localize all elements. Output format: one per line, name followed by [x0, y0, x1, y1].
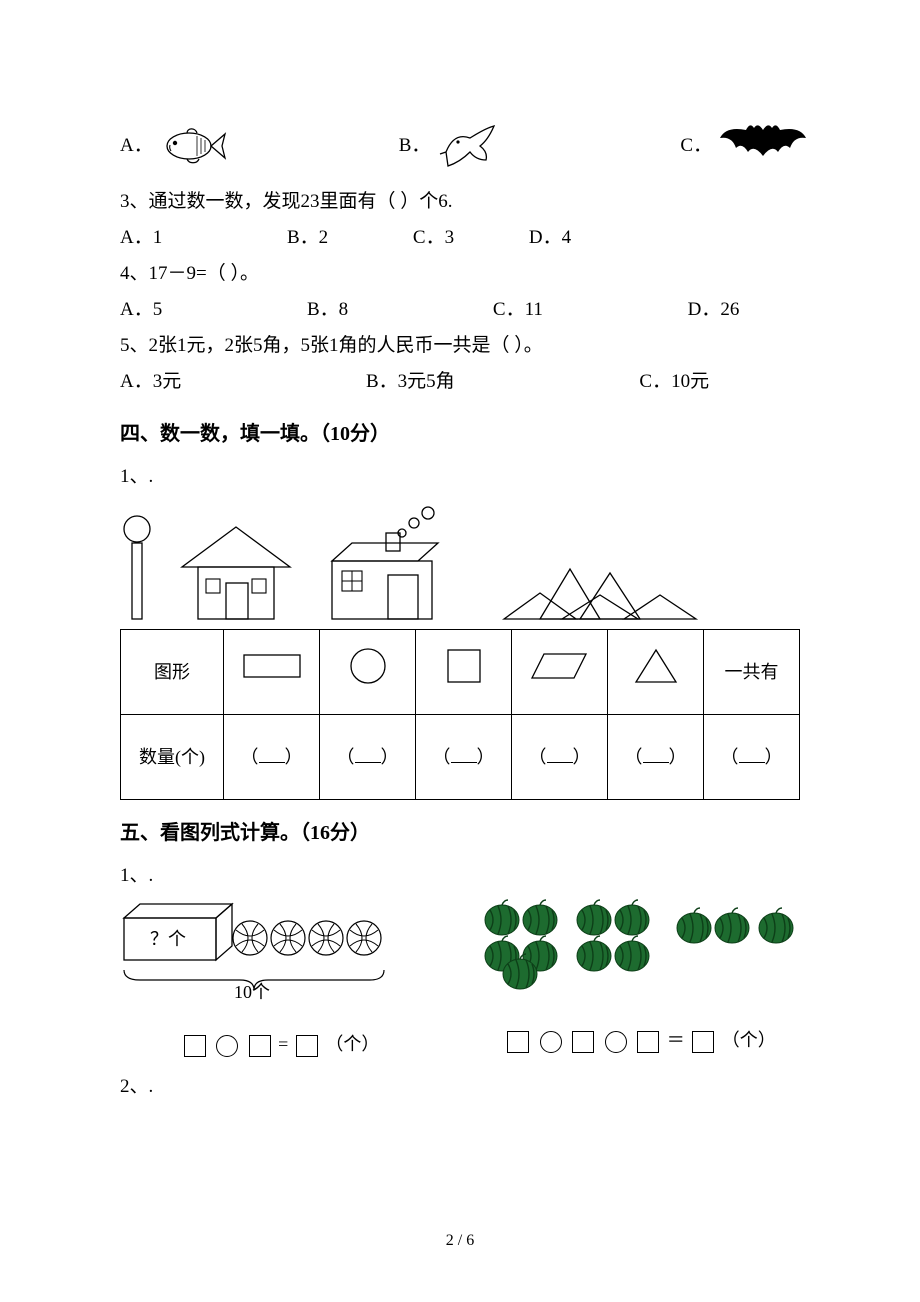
- q4-opts: A．5 B．8 C．11 D．26: [120, 292, 800, 328]
- q3-opt-b: B．2: [287, 220, 328, 256]
- total-label: 10个: [234, 982, 270, 1002]
- mountains-icon: [500, 543, 700, 623]
- eq-circle-icon: [216, 1035, 238, 1057]
- s4-q1-label: 1、.: [120, 459, 800, 495]
- shape-cell-square: [416, 629, 512, 714]
- shape-cell-rectangle: [224, 629, 320, 714]
- blank-cell: （）: [416, 714, 512, 799]
- q4-opt-a: A．5: [120, 292, 162, 328]
- shape-cell-parallelogram: [512, 629, 608, 714]
- q5-stem: 5、2张1元，2张5角，5张1角的人民币一共是（ ）。: [120, 328, 800, 364]
- eq-circle-icon: [605, 1031, 627, 1053]
- last-col-label: 一共有: [704, 629, 800, 714]
- rectangle-icon: [242, 653, 302, 679]
- section5-title: 五、看图列式计算。（16分）: [120, 814, 800, 852]
- blank-cell: （）: [512, 714, 608, 799]
- blank-cell: （）: [224, 714, 320, 799]
- q3-opt-d: D．4: [529, 220, 571, 256]
- equals-sign: ＝: [667, 1030, 685, 1050]
- eq-box-icon: [637, 1031, 659, 1053]
- signpost-icon: [120, 513, 154, 623]
- s5-right-equation: ＝ （个）: [480, 1023, 800, 1057]
- small-house-icon: [176, 523, 296, 623]
- shapes-illustration: [120, 503, 800, 623]
- box-text: ？个: [150, 929, 186, 949]
- q4-opt-d: D．26: [688, 292, 740, 328]
- q5-opts: A．3元 B．3元5角 C．10元: [120, 364, 800, 400]
- s5-q1-label: 1、.: [120, 858, 800, 894]
- eq-circle-icon: [540, 1031, 562, 1053]
- q2-options: A． B． C．: [120, 120, 800, 172]
- q5-opt-b: B．3元5角: [366, 364, 455, 400]
- watermelons-icon: [480, 900, 800, 996]
- row-header: 图形: [121, 629, 224, 714]
- s5-q1-left: ？个 10个 = （个）: [120, 900, 440, 1061]
- blank-cell: （）: [320, 714, 416, 799]
- table-row: 图形 一共有: [121, 629, 800, 714]
- box-and-balls-icon: ？个 10个: [120, 900, 410, 1000]
- q3-opt-a: A．1: [120, 220, 162, 256]
- eq-box-icon: [507, 1031, 529, 1053]
- count-table: 图形 一共有 数量(个) （） （） （） （） （）: [120, 629, 800, 800]
- eq-box-icon: [572, 1031, 594, 1053]
- eq-box-icon: [692, 1031, 714, 1053]
- row-header: 数量(个): [121, 714, 224, 799]
- s5-left-equation: = （个）: [120, 1027, 440, 1061]
- bird-icon: [436, 122, 500, 170]
- q2-opt-c: C．: [680, 120, 808, 172]
- table-row: 数量(个) （） （） （） （） （） （）: [121, 714, 800, 799]
- blank-cell: （）: [608, 714, 704, 799]
- page-footer: 2 / 6: [0, 1226, 920, 1256]
- circle-icon: [348, 646, 388, 686]
- shape-cell-circle: [320, 629, 416, 714]
- balls-group: [233, 921, 381, 955]
- opt-label: A．: [120, 128, 153, 164]
- eq-box-icon: [296, 1035, 318, 1057]
- parallelogram-icon: [530, 650, 590, 682]
- eq-unit: （个）: [722, 1030, 776, 1050]
- section4-title: 四、数一数，填一填。（10分）: [120, 415, 800, 453]
- blank-cell: （）: [704, 714, 800, 799]
- q2-opt-a: A．: [120, 124, 229, 168]
- q5-opt-c: C．10元: [639, 364, 709, 400]
- opt-label: B．: [399, 128, 431, 164]
- equals-sign: =: [278, 1034, 288, 1054]
- q5-opt-a: A．3元: [120, 364, 181, 400]
- bat-icon: [718, 120, 808, 172]
- q2-opt-b: B．: [399, 122, 501, 170]
- s5-q1-row: ？个 10个 = （个）: [120, 900, 800, 1061]
- s5-q2-label: 2、.: [120, 1069, 800, 1105]
- page: A． B． C． 3、通过: [0, 0, 920, 1302]
- square-icon: [446, 648, 482, 684]
- shape-cell-triangle: [608, 629, 704, 714]
- eq-box-icon: [184, 1035, 206, 1057]
- fish-icon: [159, 124, 229, 168]
- q4-stem: 4、17－9=（ ）。: [120, 256, 800, 292]
- q3-opt-c: C．3: [413, 220, 454, 256]
- eq-box-icon: [249, 1035, 271, 1057]
- eq-unit: （个）: [325, 1034, 379, 1054]
- triangle-icon: [632, 646, 680, 686]
- q3-stem: 3、通过数一数，发现23里面有（ ）个6.: [120, 184, 800, 220]
- q3-opts: A．1 B．2 C．3 D．4: [120, 220, 800, 256]
- q4-opt-b: B．8: [307, 292, 348, 328]
- large-house-icon: [318, 503, 478, 623]
- q4-opt-c: C．11: [493, 292, 543, 328]
- s5-q1-right: ＝ （个）: [480, 900, 800, 1057]
- opt-label: C．: [680, 128, 712, 164]
